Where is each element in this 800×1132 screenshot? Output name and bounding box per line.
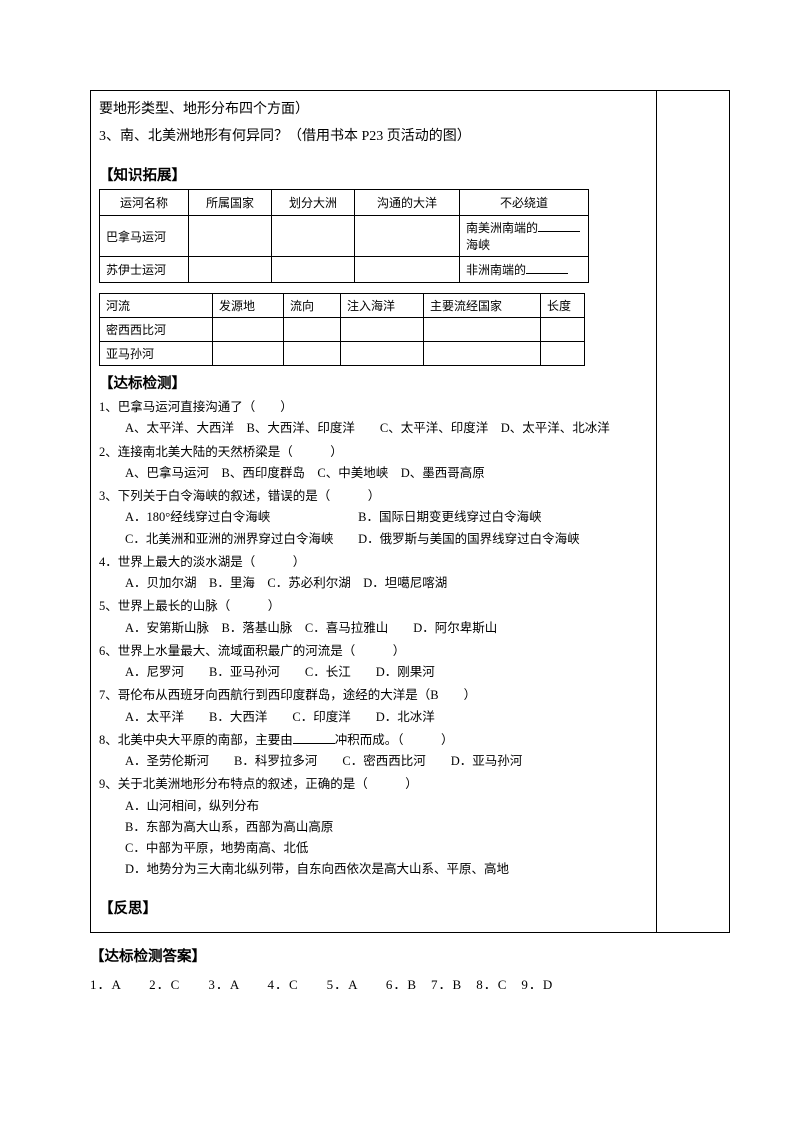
blank-line xyxy=(293,731,335,744)
question-3-options: A．180°经线穿过白令海峡 B．国际日期变更线穿过白令海峡 C．北美洲和亚洲的… xyxy=(99,507,648,550)
section-title-reflection: 【反思】 xyxy=(99,897,648,918)
th-countries: 主要流经国家 xyxy=(424,294,541,318)
text-fragment: 非洲南端的 xyxy=(466,263,526,277)
q8-stem-b: 冲积而成。（ ） xyxy=(335,733,454,747)
main-frame: 要地形类型、地形分布四个方面） 3、南、北美洲地形有何异同？（借用书本 P23 … xyxy=(90,90,730,933)
cell-empty xyxy=(213,318,284,342)
question-1-options: A、太平洋、大西洋 B、大西洋、印度洋 C、太平洋、印度洋 D、太平洋、北冰洋 xyxy=(99,418,648,439)
side-column xyxy=(657,91,729,932)
cell-empty xyxy=(541,318,585,342)
question-7: 7、哥伦布从西班牙向西航行到西印度群岛，途经的大洋是（B ） xyxy=(99,685,648,706)
question-6: 6、世界上水量最大、流域面积最广的河流是（ ） xyxy=(99,641,648,662)
section-title-answers: 【达标检测答案】 xyxy=(90,945,730,966)
cell-empty xyxy=(341,342,424,366)
q3-opt-c: C．北美洲和亚洲的洲界穿过白令海峡 xyxy=(125,529,355,550)
cell-panama: 巴拿马运河 xyxy=(100,216,189,257)
q9-opt-b: B．东部为高大山系，西部为高山高原 xyxy=(125,817,648,838)
cell-mississippi: 密西西比河 xyxy=(100,318,213,342)
cell-empty xyxy=(284,342,341,366)
th-flow: 流向 xyxy=(284,294,341,318)
cell-empty xyxy=(355,216,460,257)
cell-empty xyxy=(272,216,355,257)
cell-empty xyxy=(272,257,355,283)
section-title-knowledge: 【知识拓展】 xyxy=(99,164,648,185)
question-4-options: A．贝加尔湖 B．里海 C．苏必利尔湖 D．坦噶尼喀湖 xyxy=(99,573,648,594)
content-column: 要地形类型、地形分布四个方面） 3、南、北美洲地形有何异同？（借用书本 P23 … xyxy=(91,91,657,932)
th-sea: 注入海洋 xyxy=(341,294,424,318)
q9-opt-c: C．中部为平原，地势南高、北低 xyxy=(125,838,648,859)
cell-empty xyxy=(541,342,585,366)
cell-bypass-panama: 南美洲南端的海峡 xyxy=(460,216,589,257)
th-country: 所属国家 xyxy=(189,190,272,216)
cell-empty xyxy=(284,318,341,342)
cell-empty xyxy=(424,342,541,366)
q3-opt-d: D．俄罗斯与美国的国界线穿过白令海峡 xyxy=(358,532,580,546)
q9-opt-d: D．地势分为三大南北纵列带，自东向西依次是高大山系、平原、高地 xyxy=(125,859,648,880)
cell-amazon: 亚马孙河 xyxy=(100,342,213,366)
question-2-options: A、巴拿马运河 B、西印度群岛 C、中美地峡 D、墨西哥高原 xyxy=(99,463,648,484)
cell-empty xyxy=(189,216,272,257)
answer-list: 1．A 2．C 3．A 4．C 5．A 6．B 7．B 8．C 9．D xyxy=(90,974,730,993)
table-row: 运河名称 所属国家 划分大洲 沟通的大洋 不必绕道 xyxy=(100,190,589,216)
th-source: 发源地 xyxy=(213,294,284,318)
question-7-options: A．太平洋 B．大西洋 C．印度洋 D．北冰洋 xyxy=(99,707,648,728)
text-fragment: 海峡 xyxy=(466,238,490,252)
cell-empty xyxy=(355,257,460,283)
th-length: 长度 xyxy=(541,294,585,318)
river-table: 河流 发源地 流向 注入海洋 主要流经国家 长度 密西西比河 亚马孙河 xyxy=(99,293,585,366)
q3-opt-b: B．国际日期变更线穿过白令海峡 xyxy=(358,510,541,524)
th-canal-name: 运河名称 xyxy=(100,190,189,216)
cell-empty xyxy=(189,257,272,283)
th-river: 河流 xyxy=(100,294,213,318)
table-row: 河流 发源地 流向 注入海洋 主要流经国家 长度 xyxy=(100,294,585,318)
cell-suez: 苏伊士运河 xyxy=(100,257,189,283)
q8-stem-a: 8、北美中央大平原的南部，主要由 xyxy=(99,733,293,747)
question-8: 8、北美中央大平原的南部，主要由 冲积而成。（ ） xyxy=(99,730,648,751)
canal-table: 运河名称 所属国家 划分大洲 沟通的大洋 不必绕道 巴拿马运河 南美洲南端的海峡… xyxy=(99,189,589,283)
question-list: 1、巴拿马运河直接沟通了（ ） A、太平洋、大西洋 B、大西洋、印度洋 C、太平… xyxy=(99,397,648,881)
th-bypass: 不必绕道 xyxy=(460,190,589,216)
question-8-options: A．圣劳伦斯河 B．科罗拉多河 C．密西西比河 D．亚马孙河 xyxy=(99,751,648,772)
question-2: 2、连接南北美大陆的天然桥梁是（ ） xyxy=(99,442,648,463)
blank-line xyxy=(526,261,568,274)
question-5-options: A．安第斯山脉 B．落基山脉 C．喜马拉雅山 D．阿尔卑斯山 xyxy=(99,618,648,639)
th-ocean: 沟通的大洋 xyxy=(355,190,460,216)
cell-bypass-suez: 非洲南端的 xyxy=(460,257,589,283)
th-continent: 划分大洲 xyxy=(272,190,355,216)
question-5: 5、世界上最长的山脉（ ） xyxy=(99,596,648,617)
question-4: 4．世界上最大的淡水湖是（ ） xyxy=(99,552,648,573)
table-row: 巴拿马运河 南美洲南端的海峡 xyxy=(100,216,589,257)
question-6-options: A．尼罗河 B．亚马孙河 C．长江 D．刚果河 xyxy=(99,662,648,683)
intro-line-2: 3、南、北美洲地形有何异同？（借用书本 P23 页活动的图） xyxy=(99,124,648,151)
cell-empty xyxy=(213,342,284,366)
intro-line-1: 要地形类型、地形分布四个方面） xyxy=(99,97,648,124)
table-row: 密西西比河 xyxy=(100,318,585,342)
q9-opt-a: A．山河相间，纵列分布 xyxy=(125,796,648,817)
cell-empty xyxy=(341,318,424,342)
question-9: 9、关于北美洲地形分布特点的叙述，正确的是（ ） xyxy=(99,774,648,795)
table-row: 苏伊士运河 非洲南端的 xyxy=(100,257,589,283)
q3-opt-a: A．180°经线穿过白令海峡 xyxy=(125,507,355,528)
question-3: 3、下列关于白令海峡的叙述，错误的是（ ） xyxy=(99,486,648,507)
question-1: 1、巴拿马运河直接沟通了（ ） xyxy=(99,397,648,418)
text-fragment: 南美洲南端的 xyxy=(466,221,538,235)
cell-empty xyxy=(424,318,541,342)
section-title-test: 【达标检测】 xyxy=(99,372,648,393)
blank-line xyxy=(538,219,580,232)
question-9-options: A．山河相间，纵列分布 B．东部为高大山系，西部为高山高原 C．中部为平原，地势… xyxy=(99,796,648,881)
table-row: 亚马孙河 xyxy=(100,342,585,366)
